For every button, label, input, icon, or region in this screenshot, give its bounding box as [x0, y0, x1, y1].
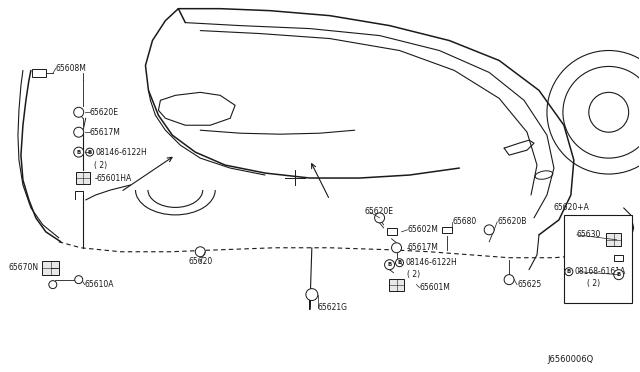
Text: ( 2): ( 2) [587, 279, 600, 288]
Text: 65620E: 65620E [365, 208, 394, 217]
Text: 65630: 65630 [577, 230, 601, 239]
Circle shape [614, 270, 623, 280]
Text: 65670N: 65670N [9, 263, 39, 272]
Text: 65608M: 65608M [56, 64, 86, 73]
Text: ( 2): ( 2) [93, 161, 107, 170]
Circle shape [392, 243, 401, 253]
Text: B: B [397, 260, 402, 265]
Text: 65602M: 65602M [408, 225, 438, 234]
Text: 08146-6122H: 08146-6122H [95, 148, 147, 157]
Text: B: B [387, 262, 392, 267]
Bar [42, 261, 59, 275]
Circle shape [74, 147, 84, 157]
Text: 65601HA: 65601HA [97, 173, 132, 183]
Text: 65680: 65680 [452, 217, 477, 227]
Circle shape [589, 92, 628, 132]
Text: 65621G: 65621G [318, 303, 348, 312]
Text: ( 2): ( 2) [408, 270, 420, 279]
Bar [564, 215, 632, 302]
Circle shape [504, 275, 514, 285]
Circle shape [374, 213, 385, 223]
Circle shape [74, 127, 84, 137]
Text: 65617M: 65617M [408, 243, 438, 252]
Circle shape [49, 280, 57, 289]
Text: 65620+A: 65620+A [554, 203, 590, 212]
Text: B: B [616, 272, 621, 277]
Text: B: B [88, 150, 92, 155]
Text: 08168-6161A: 08168-6161A [575, 267, 626, 276]
Circle shape [306, 289, 318, 301]
Text: B: B [567, 269, 571, 274]
Circle shape [86, 148, 93, 156]
Circle shape [195, 247, 205, 257]
Circle shape [74, 107, 84, 117]
Text: 65620: 65620 [188, 257, 212, 266]
Circle shape [547, 51, 640, 174]
Bar [32, 70, 46, 77]
Text: 65620E: 65620E [90, 108, 118, 117]
Circle shape [396, 259, 403, 267]
Text: 65610A: 65610A [84, 280, 114, 289]
Circle shape [563, 67, 640, 158]
Text: 65617M: 65617M [90, 128, 120, 137]
Text: B: B [77, 150, 81, 155]
Text: J6560006Q: J6560006Q [547, 355, 593, 364]
Circle shape [75, 276, 83, 283]
Bar [606, 233, 621, 246]
Ellipse shape [535, 171, 553, 179]
Bar [614, 255, 623, 261]
Circle shape [385, 260, 394, 270]
Text: 65625: 65625 [517, 280, 541, 289]
Circle shape [484, 225, 494, 235]
Bar [389, 279, 404, 291]
Text: 08146-6122H: 08146-6122H [406, 258, 457, 267]
Text: 65620B: 65620B [497, 217, 527, 227]
Text: 65601M: 65601M [419, 283, 451, 292]
Bar [442, 227, 452, 233]
Bar [76, 172, 90, 184]
Bar [387, 228, 397, 235]
Circle shape [565, 268, 573, 276]
